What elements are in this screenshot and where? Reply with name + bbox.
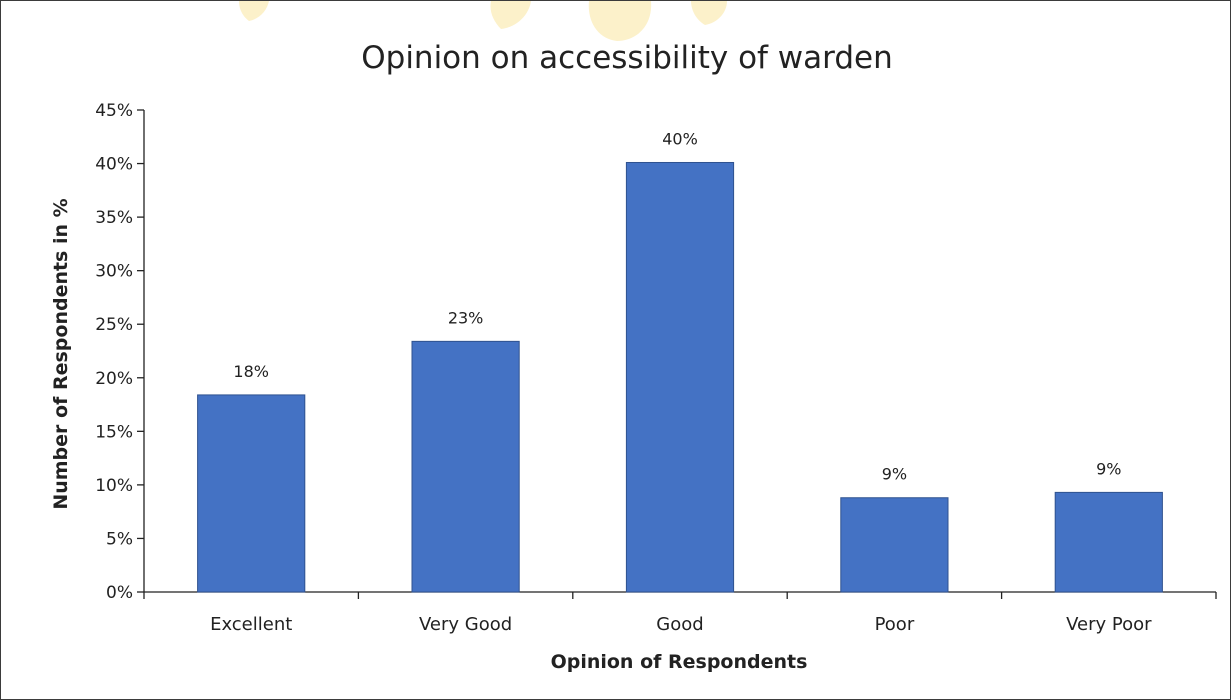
- x-tick-label: Very Good: [419, 614, 512, 635]
- x-axis: Excellent Very Good Good Poor Very Poor: [143, 591, 1217, 635]
- chart-title: Opinion on accessibility of warden: [361, 40, 893, 76]
- data-label: 23%: [448, 308, 484, 327]
- bar: [625, 161, 735, 593]
- y-tick-label: 0%: [106, 583, 133, 603]
- y-tick-label: 40%: [95, 155, 133, 175]
- data-label: 18%: [233, 362, 269, 381]
- y-tick-label: 5%: [106, 529, 133, 549]
- bar: [197, 394, 306, 593]
- data-label: 9%: [882, 465, 907, 484]
- y-tick-label: 35%: [95, 208, 133, 228]
- y-tick-label: 25%: [95, 315, 133, 335]
- bar: [411, 340, 520, 593]
- y-axis: 0% 5% 10% 15% 20% 25% 30% 35% 40% 45%: [95, 101, 145, 603]
- bar: [1054, 491, 1163, 593]
- y-tick-label: 45%: [95, 101, 133, 121]
- x-tick-label: Excellent: [210, 614, 292, 635]
- y-tick-label: 20%: [95, 369, 133, 389]
- bars: [197, 161, 1163, 593]
- y-tick-label: 15%: [95, 422, 133, 442]
- x-tick-label: Poor: [875, 614, 915, 635]
- data-label: 9%: [1096, 459, 1121, 478]
- data-labels: 18% 23% 40% 9% 9%: [233, 129, 1121, 483]
- y-tick-label: 10%: [95, 476, 133, 496]
- x-tick-label: Good: [656, 614, 703, 635]
- bar: [840, 497, 949, 593]
- y-tick-label: 30%: [95, 262, 133, 282]
- x-tick-label: Very Poor: [1066, 614, 1152, 635]
- data-label: 40%: [662, 129, 698, 148]
- x-axis-title: Opinion of Respondents: [551, 651, 808, 673]
- y-axis-title: Number of Respondents in %: [50, 198, 72, 509]
